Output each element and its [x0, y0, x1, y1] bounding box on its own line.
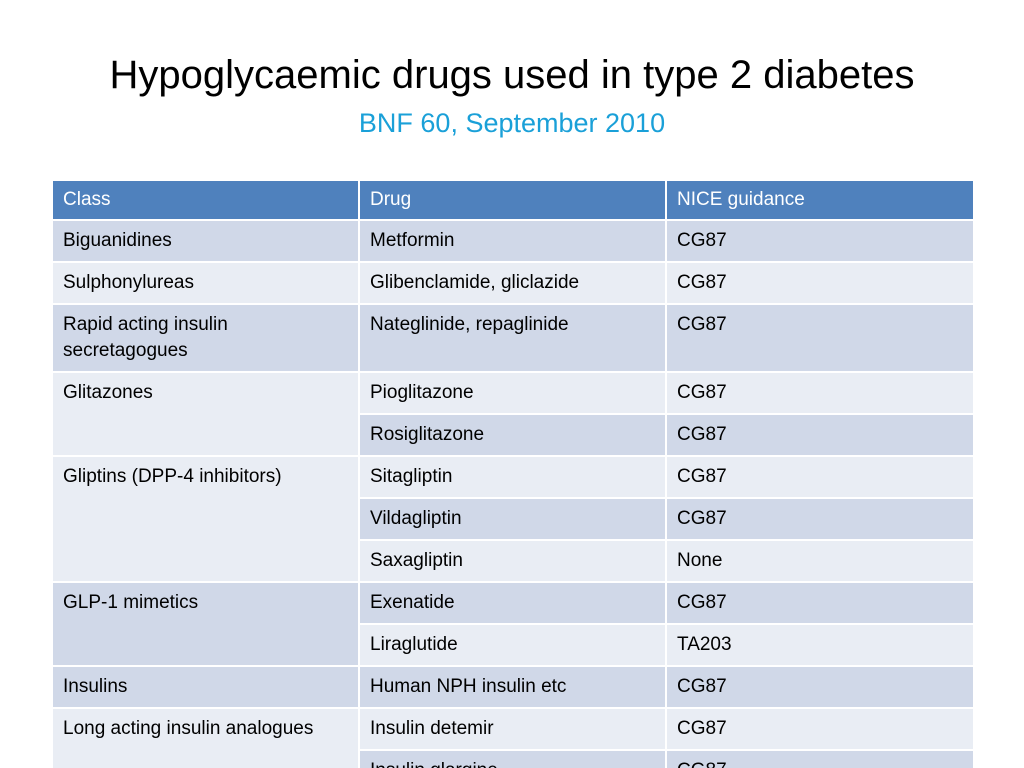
guidance-cell: CG87 — [665, 707, 975, 751]
class-cell: Rapid acting insulin secretagogues — [51, 303, 360, 373]
guidance-cell: CG87 — [665, 413, 975, 457]
guidance-cell: CG87 — [665, 581, 975, 625]
class-cell: Insulins — [51, 665, 360, 709]
table-row: Glitazones Pioglitazone CG87 — [51, 371, 975, 457]
class-cell: GLP-1 mimetics — [51, 581, 360, 667]
table-row: Liraglutide TA203 — [52, 623, 975, 667]
drug-table: Class Drug NICE guidance Biguanidines Me… — [51, 179, 975, 768]
table-row: Saxagliptin None — [52, 539, 975, 583]
class-cell: Biguanidines — [51, 219, 360, 263]
drug-cell: Pioglitazone — [358, 371, 667, 415]
guidance-cell: CG87 — [665, 665, 975, 709]
table-row: Vildagliptin CG87 — [52, 497, 975, 541]
header-class: Class — [51, 179, 360, 221]
guidance-cell: None — [665, 539, 975, 583]
guidance-cell: CG87 — [665, 371, 975, 415]
drug-cell: Liraglutide — [358, 623, 667, 667]
drug-cell: Metformin — [358, 219, 667, 263]
table-row: GLP-1 mimetics Exenatide CG87 — [51, 581, 975, 667]
table-row: Biguanidines Metformin CG87 — [51, 219, 975, 263]
guidance-cell: CG87 — [665, 749, 975, 768]
slide-title: Hypoglycaemic drugs used in type 2 diabe… — [109, 53, 915, 97]
drug-cell: Glibenclamide, gliclazide — [358, 261, 667, 305]
class-cell: Sulphonylureas — [51, 261, 360, 305]
header-drug: Drug — [358, 179, 667, 221]
class-cell: Gliptins (DPP-4 inhibitors) — [51, 455, 360, 583]
table-row: Rapid acting insulin secretagogues Nateg… — [51, 303, 975, 373]
guidance-cell: CG87 — [665, 219, 975, 263]
drug-cell: Nateglinide, repaglinide — [358, 303, 667, 373]
table-row: Gliptins (DPP-4 inhibitors) Sitagliptin … — [51, 455, 975, 583]
drug-cell: Insulin glargine — [358, 749, 667, 768]
drug-cell: Vildagliptin — [358, 497, 667, 541]
drug-cell: Saxagliptin — [358, 539, 667, 583]
guidance-cell: CG87 — [665, 455, 975, 499]
header-nice-guidance: NICE guidance — [665, 179, 975, 221]
slide-subtitle: BNF 60, September 2010 — [358, 108, 666, 138]
drug-cell: Rosiglitazone — [358, 413, 667, 457]
guidance-cell: CG87 — [665, 261, 975, 305]
drug-cell: Insulin detemir — [358, 707, 667, 751]
class-cell: Glitazones — [51, 371, 360, 457]
table-row: Insulin glargine CG87 — [52, 749, 975, 768]
drug-cell: Human NPH insulin etc — [358, 665, 667, 709]
guidance-cell: CG87 — [665, 497, 975, 541]
table-header-row: Class Drug NICE guidance — [51, 179, 975, 221]
table-row: Rosiglitazone CG87 — [52, 413, 975, 457]
class-cell: Long acting insulin analogues — [51, 707, 360, 768]
drug-cell: Sitagliptin — [358, 455, 667, 499]
drug-cell: Exenatide — [358, 581, 667, 625]
guidance-cell: TA203 — [665, 623, 975, 667]
table-row: Long acting insulin analogues Insulin de… — [51, 707, 975, 768]
table-row: Sulphonylureas Glibenclamide, gliclazide… — [51, 261, 975, 305]
guidance-cell: CG87 — [665, 303, 975, 373]
table-row: Insulins Human NPH insulin etc CG87 — [51, 665, 975, 709]
